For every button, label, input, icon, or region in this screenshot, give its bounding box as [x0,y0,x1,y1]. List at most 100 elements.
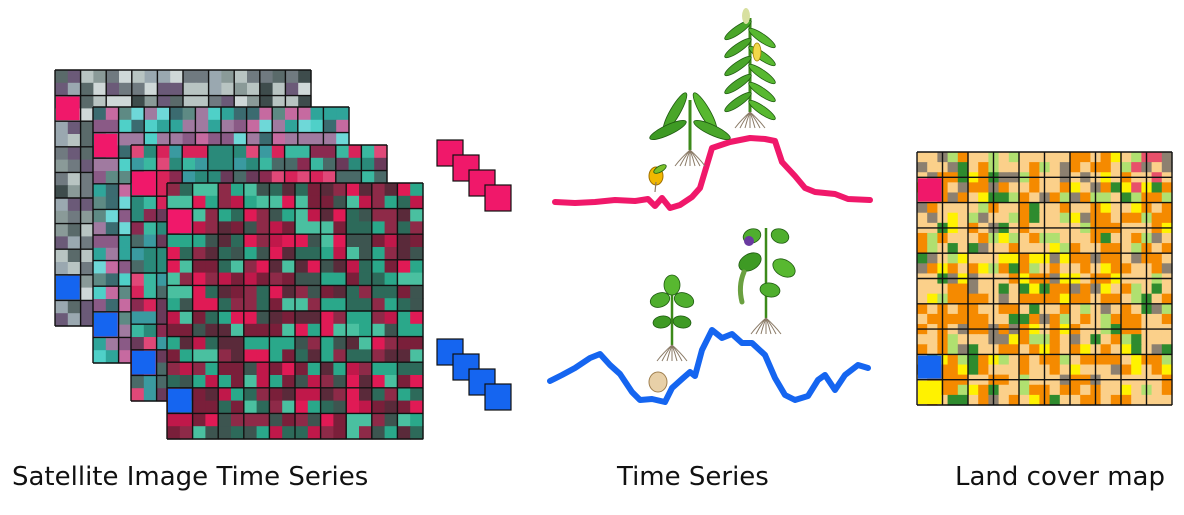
image-patch [192,298,206,312]
land-cover-patch [917,202,928,214]
leaf [724,19,752,41]
image-patch [397,247,411,261]
image-patch [131,234,145,248]
image-patch [93,337,107,351]
land-cover-patch [1049,384,1061,396]
image-patch [256,259,270,274]
image-patch [320,362,334,376]
land-cover-patch [1131,364,1142,376]
image-patch [410,221,424,235]
image-patch [271,145,286,159]
image-patch [297,132,312,146]
image-patch [285,95,299,109]
image-patch [131,95,146,109]
image-patch [272,132,286,146]
land-cover-patch [978,192,989,204]
image-patch [231,349,245,363]
land-cover-patch [1070,232,1081,244]
land-cover-patch [1100,344,1112,355]
image-patch [359,413,373,427]
image-patch [169,119,184,134]
image-patch [320,259,334,274]
land-cover-patch [1029,243,1040,254]
image-patch [336,107,350,121]
image-patch [272,70,286,84]
image-patch [179,247,194,261]
image-patch [231,208,245,222]
image-patch [118,132,132,146]
image-patch [410,349,424,363]
image-patch [231,387,245,402]
image-patch [179,195,194,210]
image-patch [205,195,219,210]
land-cover-patch [1080,394,1091,406]
land-cover-patch [1070,313,1081,325]
image-patch [359,247,373,261]
image-patch [271,170,286,184]
image-patch [179,336,194,350]
land-cover-patch [927,303,938,315]
land-cover-patch [1049,253,1061,264]
land-cover-patch [978,152,989,163]
land-cover-patch [1029,364,1040,376]
land-cover-patch [1100,364,1112,376]
image-patch [67,198,82,212]
land-cover-patch [1008,253,1020,264]
image-patch [348,157,362,172]
land-cover-patch [1131,192,1142,204]
land-cover-patch [1161,192,1173,204]
image-patch [192,247,206,261]
image-patch [359,336,373,350]
image-patch [243,413,258,427]
image-patch [295,400,309,414]
land-cover-patch [1100,253,1112,264]
land-cover-patch [1019,293,1030,305]
land-cover-patch [1161,394,1173,406]
image-patch [131,70,146,84]
land-cover-patch [1161,152,1173,163]
land-cover-patch [917,344,928,355]
land-cover-patch [1019,162,1030,173]
image-patch [118,324,132,338]
image-patch [333,234,347,248]
image-patch [93,247,107,262]
image-patch [218,195,232,210]
land-cover-patch [998,162,1010,173]
image-patch [208,70,222,84]
image-patch [256,298,270,312]
land-cover-patch [947,263,959,275]
land-cover-patch [1008,283,1020,295]
land-cover-patch [1008,232,1020,244]
land-cover-patch [1049,152,1061,163]
image-patch [80,159,94,173]
image-patch [195,119,209,134]
land-cover-patch [1070,182,1081,194]
image-patch [285,82,299,97]
land-cover-patch [1070,152,1081,163]
land-cover-patch [947,202,959,214]
land-cover-patch [1151,253,1163,264]
image-patch [243,323,258,338]
image-patch [410,387,424,402]
image-patch [55,185,69,199]
image-patch [231,336,245,350]
image-patch [295,208,309,222]
land-cover-patch [1029,354,1040,366]
image-patch [143,157,158,172]
image-patch [218,247,232,261]
land-cover-patch [1059,192,1071,204]
land-cover-patch [1049,263,1061,275]
image-patch [55,172,69,186]
image-patch [307,362,322,376]
land-cover-patch [1131,344,1142,355]
leaf [649,120,687,140]
land-cover-patch [1070,354,1081,366]
image-patch [269,259,283,274]
image-patch [384,195,398,210]
image-patch [205,426,219,440]
image-patch [169,145,183,159]
land-cover-patch [968,394,979,406]
image-patch [335,170,350,184]
land-cover-map [916,151,1173,406]
land-cover-patch [1110,364,1122,376]
